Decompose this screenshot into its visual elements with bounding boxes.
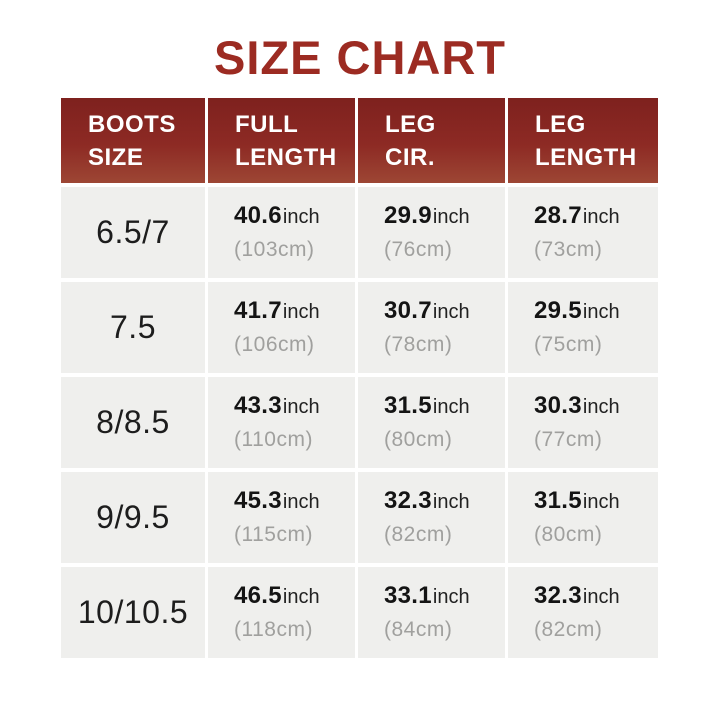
inch-unit: inch [432,491,470,513]
inch-line: 40.6inch [234,203,355,232]
page-title: SIZE CHART [214,31,506,84]
inch-unit: inch [282,206,320,228]
inch-line: 43.3inch [234,393,355,422]
inch-line: 31.5inch [384,393,505,422]
full-length-cell: 41.7inch (106cm) [208,282,355,373]
inch-unit: inch [282,586,320,608]
boots-size-value: 6.5/7 [61,187,205,278]
header-line: SIZE [88,143,144,171]
inch-value: 43.3 [234,392,282,419]
inch-unit: inch [282,301,320,323]
inch-value: 40.6 [234,202,282,229]
cm-value: (80cm) [534,523,603,546]
inch-unit: inch [282,396,320,418]
boots-size-value: 7.5 [61,282,205,373]
inch-value: 28.7 [534,202,582,229]
leg-cir-cell: 29.9inch (76cm) [358,187,505,278]
cm-value: (78cm) [384,333,453,356]
cm-value: (82cm) [384,523,453,546]
inch-unit: inch [282,491,320,513]
inch-unit: inch [582,396,620,418]
header-line: BOOTS [88,110,176,138]
inch-line: 28.7inch [534,203,658,232]
header-cell-leg-length: LEG LENGTH [508,98,658,183]
header-line: LEG [535,110,586,138]
leg-cir-cell: 31.5inch (80cm) [358,377,505,468]
header-cell-boots-size: BOOTS SIZE [61,98,205,183]
leg-length-cell: 28.7inch (73cm) [508,187,658,278]
inch-line: 30.3inch [534,393,658,422]
cm-value: (82cm) [534,618,603,641]
leg-length-cell: 31.5inch (80cm) [508,472,658,563]
cm-value: (110cm) [234,428,313,451]
boots-size-value: 8/8.5 [61,377,205,468]
inch-value: 30.7 [384,297,432,324]
inch-value: 45.3 [234,487,282,514]
inch-unit: inch [582,586,620,608]
inch-value: 41.7 [234,297,282,324]
full-length-cell: 45.3inch (115cm) [208,472,355,563]
full-length-cell: 43.3inch (110cm) [208,377,355,468]
inch-unit: inch [432,206,470,228]
inch-line: 41.7inch [234,298,355,327]
inch-line: 32.3inch [534,583,658,612]
cm-value: (76cm) [384,238,453,261]
full-length-cell: 46.5inch (118cm) [208,567,355,658]
header-line: LENGTH [535,143,637,171]
cm-value: (80cm) [384,428,453,451]
inch-unit: inch [432,396,470,418]
cm-value: (77cm) [534,428,603,451]
inch-line: 29.9inch [384,203,505,232]
cm-value: (73cm) [534,238,603,261]
leg-length-cell: 32.3inch (82cm) [508,567,658,658]
inch-line: 30.7inch [384,298,505,327]
cm-value: (118cm) [234,618,313,641]
inch-line: 45.3inch [234,488,355,517]
inch-value: 33.1 [384,582,432,609]
inch-unit: inch [432,301,470,323]
inch-value: 30.3 [534,392,582,419]
inch-line: 29.5inch [534,298,658,327]
size-chart-table: BOOTS SIZE FULL LENGTH LEG CIR. LEG LENG… [61,98,658,658]
leg-cir-cell: 32.3inch (82cm) [358,472,505,563]
header-cell-full-length: FULL LENGTH [208,98,355,183]
header-cell-leg-cir: LEG CIR. [358,98,505,183]
header-line: FULL [235,110,299,138]
inch-value: 32.3 [534,582,582,609]
cm-value: (84cm) [384,618,453,641]
cm-value: (75cm) [534,333,603,356]
leg-cir-cell: 33.1inch (84cm) [358,567,505,658]
inch-line: 33.1inch [384,583,505,612]
full-length-cell: 40.6inch (103cm) [208,187,355,278]
inch-unit: inch [432,586,470,608]
inch-value: 29.9 [384,202,432,229]
leg-length-cell: 29.5inch (75cm) [508,282,658,373]
inch-unit: inch [582,206,620,228]
inch-value: 32.3 [384,487,432,514]
inch-unit: inch [582,491,620,513]
inch-line: 31.5inch [534,488,658,517]
inch-line: 32.3inch [384,488,505,517]
inch-unit: inch [582,301,620,323]
boots-size-value: 9/9.5 [61,472,205,563]
cm-value: (115cm) [234,523,313,546]
inch-value: 46.5 [234,582,282,609]
inch-value: 31.5 [384,392,432,419]
cm-value: (103cm) [234,238,315,261]
inch-value: 29.5 [534,297,582,324]
leg-length-cell: 30.3inch (77cm) [508,377,658,468]
header-line: LEG [385,110,436,138]
header-line: CIR. [385,143,435,171]
inch-value: 31.5 [534,487,582,514]
boots-size-value: 10/10.5 [61,567,205,658]
inch-line: 46.5inch [234,583,355,612]
cm-value: (106cm) [234,333,315,356]
header-line: LENGTH [235,143,337,171]
leg-cir-cell: 30.7inch (78cm) [358,282,505,373]
